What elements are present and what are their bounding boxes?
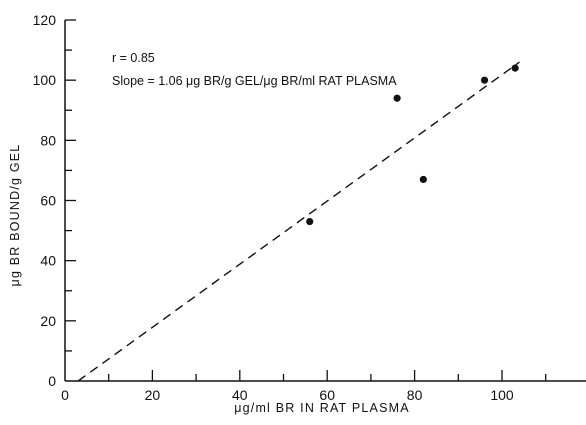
fit-line-group [77,61,520,382]
x-axis-ticks: 0 20 40 60 80 100 [61,370,547,403]
data-point [419,175,427,184]
data-point [393,94,401,102]
x-tick-label: 60 [319,387,335,403]
y-tick-label: 0 [48,373,56,389]
data-point [480,76,489,84]
y-tick-label: 60 [40,193,56,209]
data-points [306,64,519,226]
y-tick-label: 100 [33,72,57,88]
y-tick-label: 40 [40,253,56,269]
fit-line [77,61,520,382]
y-tick-label: 120 [33,12,57,28]
data-point [306,217,314,226]
x-tick-label: 100 [490,387,514,403]
x-tick-label: 0 [61,387,69,403]
x-tick-label: 20 [145,387,161,403]
slope-annotation: Slope = 1.06 μg BR/g GEL/μg BR/ml RAT PL… [112,74,397,88]
x-tick-label: 80 [407,387,423,403]
y-tick-label: 20 [40,313,56,329]
data-point [511,64,519,72]
y-tick-label: 80 [40,132,56,148]
y-axis-title: μg BR BOUND/g GEL [8,144,22,287]
x-axis-title: μg/ml BR IN RAT PLASMA [234,401,410,415]
x-tick-label: 40 [232,387,248,403]
y-axis-ticks: 0 20 40 60 80 100 120 [33,12,76,389]
r-annotation: r = 0.85 [112,51,155,65]
